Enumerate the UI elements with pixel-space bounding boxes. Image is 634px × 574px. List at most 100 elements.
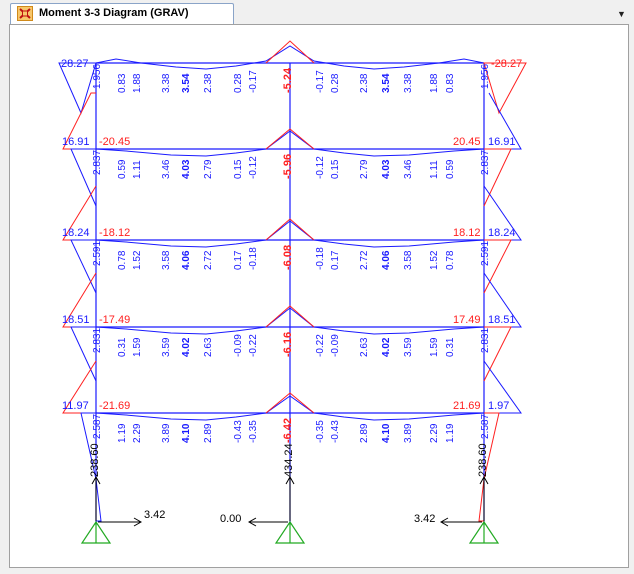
beam-moment-value: 4.10 (381, 423, 392, 443)
story-right-red-moment: 20.45 (453, 136, 481, 148)
beam-moment-value: 0.78 (117, 250, 128, 270)
beam-moment-value: 2.63 (203, 337, 214, 357)
beam-moment-value: 0.59 (445, 159, 456, 179)
beam-moment-value: 3.54 (181, 73, 192, 93)
beam-moment-value: 0.15 (330, 159, 341, 179)
reaction-arrow-left-horizontal (98, 517, 143, 527)
column-moment-value: 2.837 (92, 150, 103, 175)
column-base-moments (95, 478, 485, 522)
beam-moment-value: 2.79 (203, 159, 214, 179)
reaction-middle-axial: 434.24 (283, 443, 295, 477)
support-middle (274, 520, 306, 544)
diagram-canvas[interactable]: 3.42 0.00 3.42 238.60 434.24 238.60 28.2… (9, 24, 629, 568)
support-left (80, 520, 112, 544)
column-moment-value: 2.591 (480, 241, 491, 266)
beam-moment-value: 0.83 (445, 73, 456, 93)
beam-moment-value: 2.89 (203, 423, 214, 443)
beam-moment-value: 1.11 (429, 160, 440, 179)
beam-moment-value: 0.17 (330, 250, 341, 270)
column-moment-value: 2.591 (92, 241, 103, 266)
reaction-right-axial: 238.60 (477, 443, 489, 477)
story-right-moment: 18.24 (488, 227, 516, 239)
tab-moment-diagram[interactable]: Moment 3-3 Diagram (GRAV) (10, 3, 234, 24)
beam-moment-value: 1.11 (132, 160, 143, 179)
beam-moment-value: 0.17 (233, 250, 244, 270)
beam-moment-curves (58, 40, 527, 480)
beam-moment-value: 3.38 (161, 73, 172, 93)
beam-moment-value: 0.28 (233, 73, 244, 93)
beam-moment-value: -0.22 (315, 334, 326, 357)
beam-moment-value: 0.31 (117, 337, 128, 357)
reaction-right-shear: 3.42 (414, 513, 435, 525)
story-right-red-moment: 21.69 (453, 400, 481, 412)
beam-moment-value: 1.19 (445, 423, 456, 443)
beam-moment-value: 3.58 (403, 250, 414, 270)
column-moment-value: 1.956 (480, 64, 491, 89)
structure-app-icon (17, 6, 33, 21)
beam-moment-value: 4.06 (381, 250, 392, 270)
beam-moment-value: 4.02 (381, 337, 392, 357)
beam-moment-value: 3.38 (403, 73, 414, 93)
beam-moment-value: 1.88 (132, 73, 143, 93)
story-left-red-moment: -18.12 (99, 227, 130, 239)
beam-moment-value: 2.63 (359, 337, 370, 357)
beam-moment-value: 2.72 (203, 250, 214, 270)
story-left-red-moment: -17.49 (99, 314, 130, 326)
reaction-arrow-left-vertical (91, 475, 101, 521)
beam-moment-value: -0.43 (330, 420, 341, 443)
beam-moment-value: -0.18 (315, 247, 326, 270)
beam-moment-value: 2.38 (359, 73, 370, 93)
support-right (468, 520, 500, 544)
midspan-negative-moment: -6.42 (282, 418, 294, 443)
reaction-arrow-right-vertical (479, 475, 489, 521)
beam-moment-value: 2.72 (359, 250, 370, 270)
tab-bar: Moment 3-3 Diagram (GRAV) ▼ (0, 0, 634, 24)
reaction-left-shear: 3.42 (144, 509, 165, 521)
column-moment-value: 2.587 (480, 414, 491, 439)
story-right-moment: 16.91 (488, 136, 516, 148)
beam-moment-value: 2.29 (429, 423, 440, 443)
beam-moment-value: 1.59 (429, 337, 440, 357)
reaction-middle-shear: 0.00 (220, 513, 241, 525)
reaction-arrow-middle-vertical (285, 475, 295, 521)
story-right-red-moment: 18.12 (453, 227, 481, 239)
beam-moment-value: 3.59 (403, 337, 414, 357)
moment-diagram: 3.42 0.00 3.42 238.60 434.24 238.60 28.2… (58, 40, 527, 544)
beam-moment-value: -0.09 (330, 334, 341, 357)
story-left-red-moment: -20.45 (99, 136, 130, 148)
tab-title: Moment 3-3 Diagram (GRAV) (39, 7, 189, 19)
beam-moment-value: 4.03 (381, 159, 392, 179)
beam-moment-value: -0.18 (248, 247, 259, 270)
chevron-down-icon[interactable]: ▼ (617, 9, 626, 19)
beam-moment-value: 3.59 (161, 337, 172, 357)
beam-moment-value: 3.89 (161, 423, 172, 443)
beam-moment-value: -0.09 (233, 334, 244, 357)
beam-moment-value: 3.46 (161, 159, 172, 179)
beam-moment-value: -0.12 (248, 156, 259, 179)
beam-moment-value: 0.83 (117, 73, 128, 93)
story-left-moment: 11.97 (62, 400, 89, 412)
beam-moment-value: -0.22 (248, 334, 259, 357)
top-right-moment: -28.27 (491, 58, 522, 70)
midspan-negative-moment: -5.96 (282, 154, 294, 179)
story-left-moment: 18.24 (62, 227, 90, 239)
beam-moment-value: 0.28 (330, 73, 341, 93)
beam-moment-value: -0.17 (315, 70, 326, 93)
beam-moment-value: 0.78 (445, 250, 456, 270)
beam-moment-value: -0.12 (315, 156, 326, 179)
beam-moment-value: -0.35 (248, 420, 259, 443)
column-moment-value: 2.587 (92, 414, 103, 439)
midspan-negative-moment: -6.16 (282, 332, 294, 357)
beam-moment-value: 4.02 (181, 337, 192, 357)
beam-moment-value: 2.38 (203, 73, 214, 93)
beam-moment-value: 0.15 (233, 159, 244, 179)
midspan-labels: -5.24 -5.96 -6.08 -6.16 -6.42 (282, 67, 294, 443)
beam-moment-value: 1.19 (117, 423, 128, 443)
frame-members (95, 62, 485, 525)
top-left-moment: 28.27 (61, 58, 89, 70)
story-left-red-moment: -21.69 (99, 400, 130, 412)
beam-moment-value: 4.06 (181, 250, 192, 270)
column-moment-value: 2.831 (92, 328, 103, 353)
beam-moment-value: 3.58 (161, 250, 172, 270)
story-left-moment: 18.51 (62, 314, 90, 326)
